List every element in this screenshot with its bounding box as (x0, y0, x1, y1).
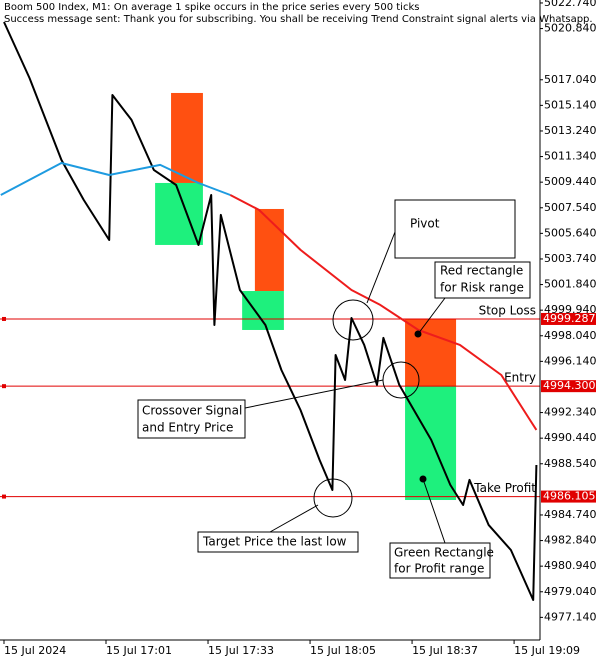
annotation-text: Target Price the last low (202, 535, 347, 549)
annotation-circle (382, 361, 420, 399)
annotation-box (137, 399, 246, 439)
annotation-pointer (417, 297, 446, 335)
risk-zone (405, 318, 457, 387)
y-tick-label: 5009.440 (544, 175, 597, 188)
annotation-text: for Profit range (394, 562, 484, 576)
y-tick-label: 4979.040 (544, 585, 597, 598)
y-tick-label: 5022.740 (544, 0, 597, 9)
annotation-dot (414, 330, 422, 338)
annotation-pointer (366, 231, 396, 304)
y-tick-label: 5015.140 (544, 98, 597, 111)
risk-zone (171, 92, 203, 183)
annotation-pointer (422, 478, 446, 544)
level-price-label: 4994.300 (543, 379, 596, 392)
y-tick-label: 4992.340 (544, 406, 597, 419)
annotation-box (197, 531, 359, 553)
level-name: Entry (504, 371, 536, 385)
annotation-box (394, 199, 516, 259)
y-tick-label: 5001.840 (544, 278, 597, 291)
y-tick-label: 4977.140 (544, 610, 597, 623)
y-tick-label: 4999.940 (544, 303, 597, 316)
x-tick-label: 15 Jul 19:09 (514, 644, 580, 657)
chart-title: Boom 500 Index, M1: On average 1 spike o… (4, 2, 419, 13)
y-tick-label: 4982.840 (544, 534, 597, 547)
annotation-box (389, 542, 491, 579)
annotation-circle (313, 478, 353, 518)
level-marker (2, 316, 6, 321)
y-tick-label: 4988.540 (544, 457, 597, 470)
annotation-text: for Risk range (440, 281, 524, 295)
annotation-text: Pivot (410, 217, 440, 231)
y-tick-label: 4996.140 (544, 354, 597, 367)
annotation-text: Green Rectangle (394, 546, 494, 560)
annotation-circle (332, 299, 374, 341)
chart-subtitle: Success message sent: Thank you for subs… (4, 14, 593, 25)
profit-zone (242, 291, 284, 330)
plot-area: Stop Loss 4999.287 Entry 4994.300 Take Profi… (0, 21, 596, 601)
annotation-text: Red rectangle (440, 264, 523, 278)
annotation-pointer (244, 379, 384, 409)
y-tick-label: 5013.240 (544, 124, 597, 137)
y-tick-label: 5007.540 (544, 201, 597, 214)
y-tick-label: 5020.840 (544, 22, 597, 35)
y-tick-label: 4984.740 (544, 508, 597, 521)
y-tick-label: 4998.040 (544, 329, 597, 342)
y-tick-label: 5017.040 (544, 73, 597, 86)
annotation-text: Crossover Signal (142, 404, 242, 418)
x-tick-label: 15 Jul 17:33 (208, 644, 274, 657)
risk-zone (254, 208, 284, 292)
level-price-box (541, 312, 596, 325)
level-price-label: 4999.287 (543, 312, 596, 325)
level-name: Stop Loss (479, 303, 536, 317)
annotation-layer: Boom 500 Index, M1: On average 1 spike o… (4, 2, 593, 579)
y-tick-label: 4980.940 (544, 559, 597, 572)
annotation-text: and Entry Price (142, 421, 233, 435)
price-line (3, 21, 538, 601)
price-line (229, 194, 538, 431)
x-tick-label: 15 Jul 18:05 (310, 644, 376, 657)
x-tick-label: 15 Jul 2024 (4, 644, 66, 657)
annotation-pointer (269, 504, 319, 533)
annotation-dot (419, 475, 427, 483)
price-line (0, 162, 231, 196)
y-tick-label: 5005.640 (544, 226, 597, 239)
annotation-box (434, 261, 531, 299)
level-name: Take Profit (473, 481, 536, 495)
level-price-box (541, 380, 596, 393)
profit-zone (405, 386, 457, 501)
level-price-label: 4986.105 (543, 490, 596, 503)
level-price-box (541, 490, 596, 503)
x-tick-label: 15 Jul 17:01 (106, 644, 172, 657)
y-tick-label: 4990.440 (544, 431, 597, 444)
y-tick-label: 5011.340 (544, 150, 597, 163)
level-marker (2, 494, 6, 499)
y-tick-label: 5003.740 (544, 252, 597, 265)
level-marker (2, 384, 6, 389)
x-tick-label: 15 Jul 18:37 (412, 644, 478, 657)
